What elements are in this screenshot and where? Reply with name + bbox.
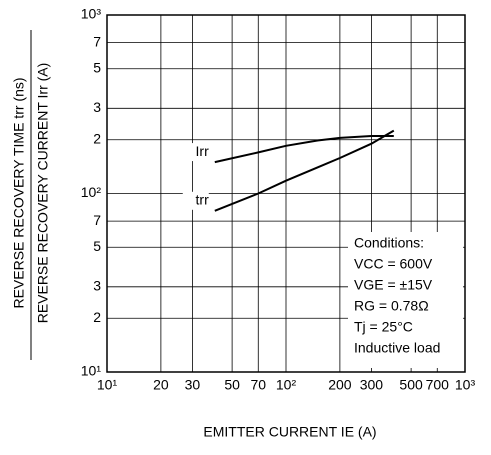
label-bg [182,143,209,162]
annotation: VGE = ±15V [354,277,433,293]
y-tick-label: 7 [93,212,101,228]
y-tick-label: 3 [93,278,101,294]
x-tick-label: 30 [185,377,201,393]
annotation: Tj = 25°C [354,319,413,335]
plot-frame [106,14,466,373]
y-axis-label: REVERSE RECOVERY CURRENT Irr (A) [35,63,51,324]
y-tick-label: 10² [81,184,102,200]
series-label: trr [196,192,210,208]
label-bg [182,191,209,210]
x-tick-label: 500 [399,377,423,393]
y-tick-label: 10¹ [81,363,102,379]
annotation: VCC = 600V [354,256,433,272]
series-line [214,129,395,212]
x-axis-label: EMITTER CURRENT IE (A) [203,424,376,440]
annotation: RG = 0.78Ω [354,298,429,314]
series-label: Irr [196,143,210,159]
series-line [214,135,394,164]
annotation: Conditions: [354,235,424,251]
x-tick-label: 70 [250,377,266,393]
conditions-box [348,232,463,368]
y-tick-label: 3 [93,99,101,115]
y-tick-label: 5 [93,59,101,75]
y-tick-label: 5 [93,238,101,254]
x-tick-label: 300 [360,377,384,393]
y-tick-label: 2 [93,309,101,325]
annotation: Inductive load [354,340,440,356]
y-axis-label: REVERSE RECOVERY TIME trr (ns) [11,77,27,308]
x-tick-label: 10¹ [97,377,118,393]
x-tick-label: 10³ [455,377,476,393]
x-tick-label: 50 [224,377,240,393]
y-tick-label: 2 [93,130,101,146]
x-tick-label: 20 [153,377,169,393]
x-tick-label: 10² [276,377,297,393]
x-tick-label: 700 [426,377,450,393]
y-tick-label: 7 [93,33,101,49]
x-tick-label: 200 [328,377,352,393]
y-tick-label: 10³ [81,6,102,22]
